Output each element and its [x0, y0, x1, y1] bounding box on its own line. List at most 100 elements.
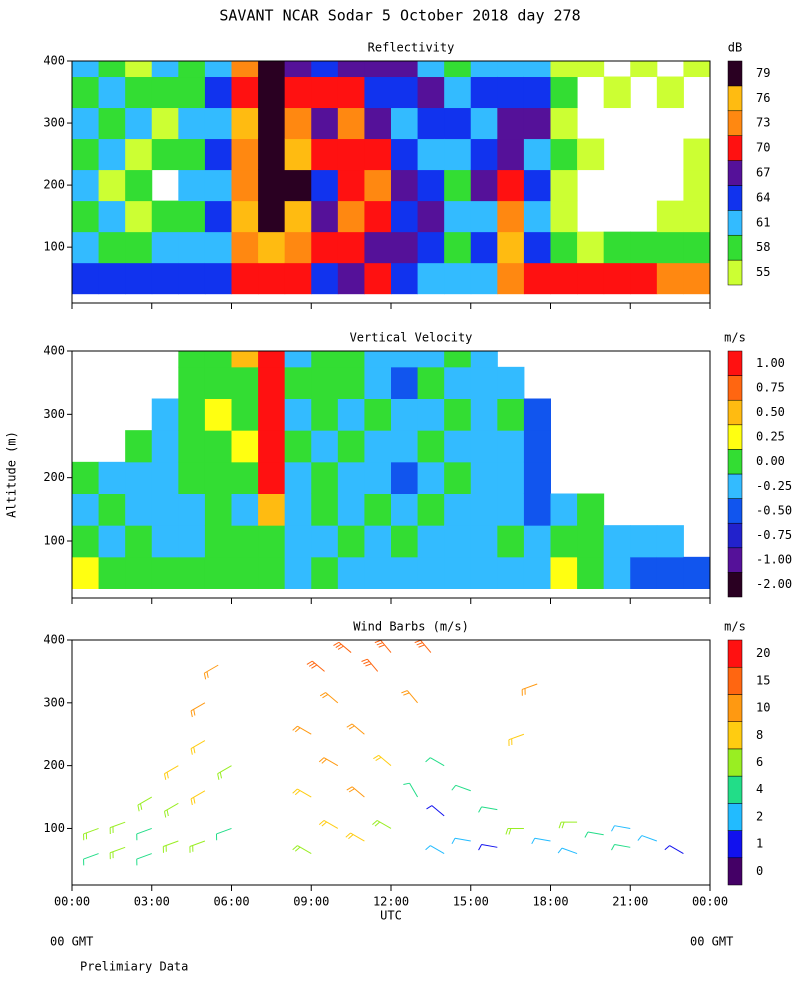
- footer-right: 00 GMT: [690, 935, 733, 949]
- cell: [204, 76, 232, 109]
- wind-barb: [136, 827, 152, 841]
- barb-feather: [163, 811, 167, 818]
- cell: [151, 398, 179, 431]
- barb-feather: [403, 692, 410, 696]
- cell: [577, 61, 605, 78]
- cell: [178, 61, 206, 78]
- cell: [656, 200, 684, 233]
- cell: [444, 461, 472, 494]
- cell: [151, 430, 179, 463]
- barb-feather: [217, 773, 220, 780]
- cell: [311, 430, 339, 463]
- cell: [391, 262, 419, 295]
- barb-feather: [193, 709, 196, 716]
- barb-staff: [508, 733, 525, 741]
- cell: [284, 493, 312, 526]
- cell: [470, 398, 498, 431]
- cell: [523, 461, 551, 494]
- barb-feather: [611, 825, 615, 832]
- cell: [577, 556, 605, 589]
- cell: [258, 200, 286, 233]
- wind-barb: [190, 740, 206, 755]
- barb-feather: [321, 758, 327, 764]
- barb-feather: [190, 710, 193, 718]
- barb-staff: [217, 765, 232, 775]
- cell: [364, 138, 392, 171]
- barb-feather: [611, 844, 615, 851]
- cell: [550, 76, 578, 109]
- cell: [337, 430, 365, 463]
- colorbar-label: -0.50: [756, 503, 792, 517]
- cell: [444, 493, 472, 526]
- cell: [98, 200, 126, 233]
- cell: [550, 138, 578, 171]
- colorbar-title: m/s: [724, 620, 746, 634]
- colorbar-label: -1.00: [756, 553, 792, 567]
- cell: [231, 76, 259, 109]
- cell: [98, 493, 126, 526]
- cell: [417, 398, 445, 431]
- cell: [523, 138, 551, 171]
- cell: [523, 556, 551, 589]
- barb-staff: [376, 820, 392, 829]
- wind-barb: [425, 757, 445, 767]
- colorbar-box: [727, 185, 743, 211]
- y-tick-label: 400: [43, 633, 65, 647]
- barb-staff: [136, 827, 152, 835]
- colorbar-label: 58: [756, 240, 770, 254]
- colorbar-label: -0.75: [756, 528, 792, 542]
- barb-feather: [337, 645, 344, 650]
- cell: [417, 231, 445, 264]
- colorbar-box: [727, 160, 743, 186]
- colorbar-label: 70: [756, 141, 770, 155]
- cell: [550, 493, 578, 526]
- cell: [311, 461, 339, 494]
- cell: [311, 107, 339, 140]
- cell: [603, 262, 631, 295]
- cell: [417, 138, 445, 171]
- cell: [337, 398, 365, 431]
- cell: [470, 169, 498, 202]
- barb-feather: [193, 797, 196, 804]
- cell: [550, 200, 578, 233]
- y-tick-label: 300: [43, 407, 65, 421]
- cell: [258, 556, 286, 589]
- colorbar-box: [727, 135, 743, 161]
- cell: [258, 262, 286, 295]
- cell: [72, 461, 100, 494]
- cell: [72, 525, 100, 558]
- cell: [364, 525, 392, 558]
- barb-feather: [374, 640, 381, 644]
- colorbar-box: [727, 375, 743, 401]
- barb-feather: [348, 834, 354, 840]
- colorbar-box: [727, 234, 743, 261]
- cell: [72, 138, 100, 171]
- barb-feather: [451, 838, 456, 845]
- barb-feather: [346, 723, 353, 728]
- barb-feather: [219, 772, 222, 779]
- barb-staff: [163, 840, 179, 847]
- barb-feather: [403, 782, 410, 785]
- cell: [497, 231, 525, 264]
- cell: [231, 138, 259, 171]
- cell: [337, 351, 365, 368]
- cell: [417, 556, 445, 589]
- cell: [497, 556, 525, 589]
- barb-staff: [614, 825, 631, 829]
- barb-feather: [203, 673, 207, 680]
- barb-feather: [308, 662, 315, 667]
- cell: [311, 76, 339, 109]
- x-tick-label: 03:00: [134, 895, 170, 909]
- cell: [231, 231, 259, 264]
- cell: [311, 61, 339, 78]
- cell: [444, 398, 472, 431]
- barb-feather: [376, 642, 383, 646]
- cell: [311, 525, 339, 558]
- colorbar-label: 0.75: [756, 380, 785, 394]
- barb-feather: [163, 773, 167, 780]
- panel-title: Vertical Velocity: [350, 331, 473, 345]
- barb-staff: [431, 805, 445, 817]
- cell: [151, 107, 179, 140]
- colorbar-box: [727, 666, 743, 695]
- cell: [98, 107, 126, 140]
